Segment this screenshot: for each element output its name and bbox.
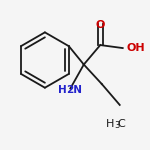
Text: 2N: 2N: [67, 85, 83, 95]
Text: O: O: [96, 20, 105, 30]
Text: OH: OH: [126, 43, 145, 53]
Text: H: H: [58, 85, 67, 95]
Text: 3: 3: [114, 121, 120, 130]
Text: H: H: [106, 119, 114, 129]
Text: C: C: [117, 119, 125, 129]
